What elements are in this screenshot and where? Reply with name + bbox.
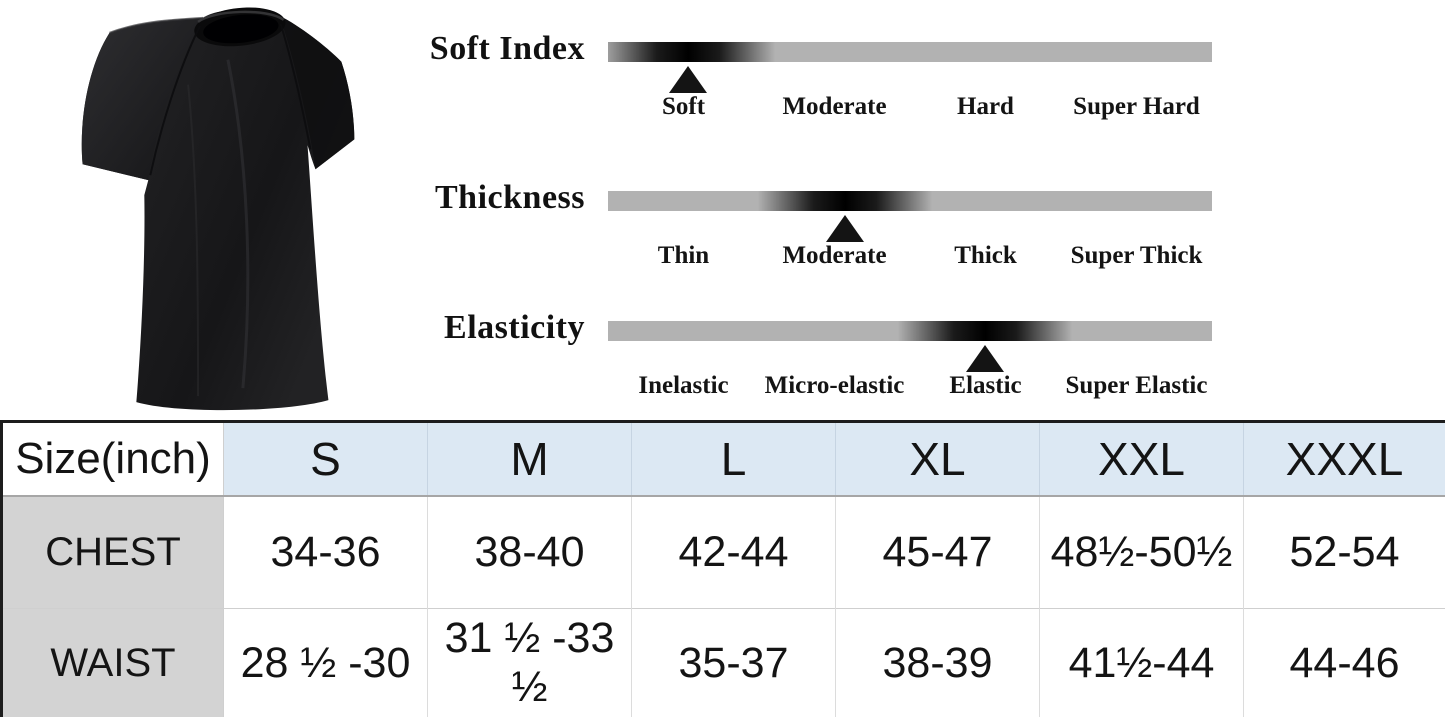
size-value-cell: 38-39 [835,608,1040,717]
scale-area: Thin Moderate Thick Super Thick [608,177,1212,309]
tshirt-image [81,7,355,411]
attribute-title: Thickness [435,179,585,216]
measure-row-label: CHEST [1,495,224,609]
scale-marker-triangle-icon [669,66,708,93]
size-col-header-s: S [223,421,428,497]
size-header-row: Size(inch) S M L XL XXL XXXL [1,421,1445,497]
size-col-header-m: M [427,421,632,497]
scale-option-label: Micro-elastic [764,372,905,399]
size-value-cell: 35-37 [631,608,836,717]
table-row-waist: WAIST 28 ½ -30 31 ½ -33 ½ 35-37 38-39 41… [1,608,1445,717]
table-row-chest: CHEST 34-36 38-40 42-44 45-47 48½-50½ 52… [1,495,1445,609]
size-value-cell: 38-40 [427,495,632,609]
scale-option-label: Super Elastic [1065,372,1208,399]
attribute-row-soft-index: Soft Index Soft Moderate Hard Super Hard [0,28,1445,160]
attribute-title: Elasticity [444,309,585,346]
size-col-header-l: L [631,421,836,497]
scale-indicator-blob [897,321,1073,341]
scale-option-label: Super Thick [1070,242,1203,269]
scale-bar [608,42,1212,62]
scale-option-label: Thick [954,242,1017,269]
scale-indicator-blob [757,191,933,211]
size-chart-table: Size(inch) S M L XL XXL XXXL CHEST 34-36… [0,420,1445,717]
size-col-header-xxxl: XXXL [1243,421,1445,497]
scale-options: Soft Moderate Hard Super Hard [608,92,1212,122]
scale-options: Inelastic Micro-elastic Elastic Super El… [608,371,1212,401]
size-col-header-xl: XL [835,421,1040,497]
size-unit-header: Size(inch) [1,421,224,497]
scale-marker-triangle-icon [825,215,864,242]
scale-option-label: Soft [661,93,706,120]
attribute-row-elasticity: Elasticity Inelastic Micro-elastic Elast… [0,307,1445,439]
scale-option-label: Inelastic [638,372,729,399]
size-value-cell: 31 ½ -33 ½ [427,608,632,717]
scale-area: Inelastic Micro-elastic Elastic Super El… [608,307,1212,439]
scale-option-label: Super Hard [1073,93,1200,120]
size-col-header-xxl: XXL [1039,421,1244,497]
size-value-cell: 28 ½ -30 [223,608,428,717]
scale-options: Thin Moderate Thick Super Thick [608,241,1212,271]
size-value-cell: 44-46 [1243,608,1445,717]
size-value-cell: 45-47 [835,495,1040,609]
scale-area: Soft Moderate Hard Super Hard [608,28,1212,160]
attribute-row-thickness: Thickness Thin Moderate Thick Super Thic… [0,177,1445,309]
attribute-title: Soft Index [429,30,585,67]
scale-marker-triangle-icon [965,345,1004,372]
size-value-cell: 42-44 [631,495,836,609]
size-value-cell: 41½-44 [1039,608,1244,717]
scale-bar [608,321,1212,341]
product-photo [48,0,368,418]
size-value-cell: 48½-50½ [1039,495,1244,609]
scale-option-label: Moderate [782,242,887,269]
size-value-cell: 34-36 [223,495,428,609]
scale-bar [608,191,1212,211]
scale-option-label: Moderate [782,93,887,120]
scale-option-label: Hard [957,93,1014,120]
scale-indicator-blob [608,42,776,62]
scale-option-label: Elastic [949,372,1022,399]
scale-option-label: Thin [657,242,710,269]
size-value-cell: 52-54 [1243,495,1445,609]
measure-row-label: WAIST [1,608,224,717]
